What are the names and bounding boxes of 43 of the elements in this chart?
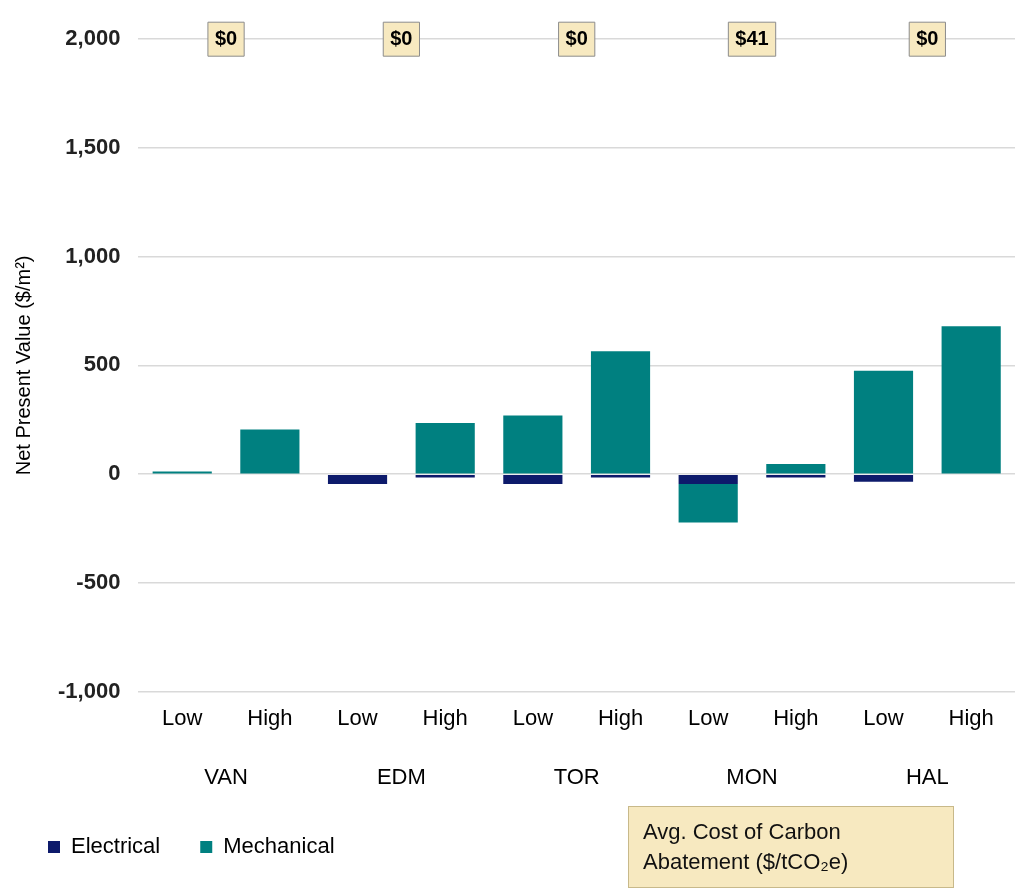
text: TOR bbox=[553, 764, 600, 790]
bar bbox=[941, 326, 1001, 474]
bar bbox=[853, 370, 914, 474]
bar bbox=[766, 463, 826, 474]
x-tick-label: High bbox=[247, 704, 293, 730]
text: VAN bbox=[204, 764, 248, 790]
text: MON bbox=[726, 764, 778, 790]
annotation: $41 bbox=[735, 26, 769, 49]
annotation: $0 bbox=[390, 26, 413, 49]
y-tick-label: 500 bbox=[83, 351, 121, 377]
x-tick-label: High bbox=[948, 704, 994, 730]
y-tick-label: 1,500 bbox=[65, 134, 121, 159]
x-tick-label: High bbox=[773, 704, 819, 730]
text: Avg. Cost of Carbon Abatement ($/tCO₂e) bbox=[628, 806, 954, 888]
bar bbox=[503, 415, 563, 474]
bar bbox=[853, 474, 914, 482]
bar bbox=[240, 429, 300, 474]
x-tick-label: Low bbox=[162, 704, 203, 730]
bar bbox=[590, 351, 651, 474]
text: HAL bbox=[905, 764, 949, 790]
legend-label: Electrical bbox=[71, 833, 161, 859]
y-axis-title: Net Present Value ($/m²) bbox=[11, 255, 34, 476]
y-tick-label: -1,000 bbox=[57, 677, 121, 703]
x-tick-label: High bbox=[422, 704, 468, 730]
bar bbox=[503, 474, 563, 484]
bar bbox=[678, 483, 738, 523]
x-tick-label: Low bbox=[512, 704, 554, 730]
legend-label: Mechanical bbox=[223, 833, 335, 859]
y-tick-label: 1,000 bbox=[65, 242, 121, 268]
y-tick-label: 0 bbox=[108, 460, 121, 486]
y-tick-label: 2,000 bbox=[65, 25, 121, 51]
bar bbox=[678, 474, 738, 484]
x-tick-label: Low bbox=[337, 704, 378, 730]
bar bbox=[415, 423, 475, 474]
annotation: $0 bbox=[565, 26, 588, 49]
x-tick-label: High bbox=[597, 704, 644, 730]
x-tick-label: Low bbox=[688, 704, 729, 730]
text: EDM bbox=[376, 764, 426, 790]
y-tick-label: -500 bbox=[76, 568, 121, 594]
bar bbox=[327, 474, 388, 484]
annotation: $0 bbox=[916, 26, 939, 49]
x-tick-label: Low bbox=[863, 704, 904, 730]
annotation: $0 bbox=[214, 26, 238, 49]
